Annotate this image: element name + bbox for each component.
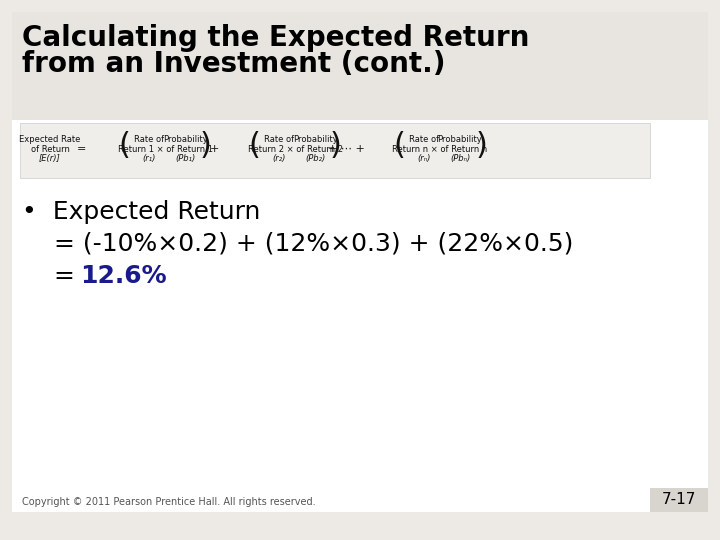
Text: (r₁): (r₁) bbox=[143, 154, 156, 164]
Text: (r₂): (r₂) bbox=[272, 154, 286, 164]
Text: (: ( bbox=[248, 132, 260, 160]
Text: (rₙ): (rₙ) bbox=[418, 154, 431, 164]
Text: Probability: Probability bbox=[438, 134, 482, 144]
Text: =: = bbox=[77, 144, 86, 154]
Text: of Return: of Return bbox=[30, 145, 69, 153]
Text: (Pb₂): (Pb₂) bbox=[305, 154, 325, 164]
Text: •  Expected Return: • Expected Return bbox=[22, 200, 261, 224]
Text: =: = bbox=[22, 264, 83, 288]
Text: Calculating the Expected Return: Calculating the Expected Return bbox=[22, 24, 529, 52]
Text: from an Investment (cont.): from an Investment (cont.) bbox=[22, 50, 446, 78]
Text: [E(r)]: [E(r)] bbox=[39, 153, 61, 163]
Text: ): ) bbox=[330, 132, 342, 160]
Text: Rate of: Rate of bbox=[134, 134, 164, 144]
Text: = (-10%×0.2) + (12%×0.3) + (22%×0.5): = (-10%×0.2) + (12%×0.3) + (22%×0.5) bbox=[22, 232, 573, 256]
Text: (Pbₙ): (Pbₙ) bbox=[450, 154, 470, 164]
Text: Probability: Probability bbox=[163, 134, 207, 144]
Text: Probability: Probability bbox=[292, 134, 338, 144]
Text: (Pb₁): (Pb₁) bbox=[175, 154, 195, 164]
Text: 7-17: 7-17 bbox=[662, 492, 696, 508]
FancyBboxPatch shape bbox=[20, 123, 650, 178]
Text: 12.6%: 12.6% bbox=[80, 264, 166, 288]
FancyBboxPatch shape bbox=[650, 488, 708, 512]
Text: Return 1 × of Return 1: Return 1 × of Return 1 bbox=[117, 145, 212, 153]
FancyBboxPatch shape bbox=[12, 12, 708, 512]
Text: (: ( bbox=[118, 132, 130, 160]
Text: Return n × of Return n: Return n × of Return n bbox=[392, 145, 487, 153]
Text: (: ( bbox=[393, 132, 405, 160]
Text: +: + bbox=[210, 144, 219, 154]
Text: Return 2 × of Return 2: Return 2 × of Return 2 bbox=[248, 145, 343, 153]
Text: Rate of: Rate of bbox=[264, 134, 294, 144]
Text: + ⋯ +: + ⋯ + bbox=[328, 144, 364, 154]
Text: ): ) bbox=[200, 132, 212, 160]
Text: Rate of: Rate of bbox=[409, 134, 439, 144]
Text: Expected Rate: Expected Rate bbox=[19, 136, 81, 145]
Text: Copyright © 2011 Pearson Prentice Hall. All rights reserved.: Copyright © 2011 Pearson Prentice Hall. … bbox=[22, 497, 315, 507]
FancyBboxPatch shape bbox=[12, 12, 708, 120]
Text: ): ) bbox=[475, 132, 487, 160]
